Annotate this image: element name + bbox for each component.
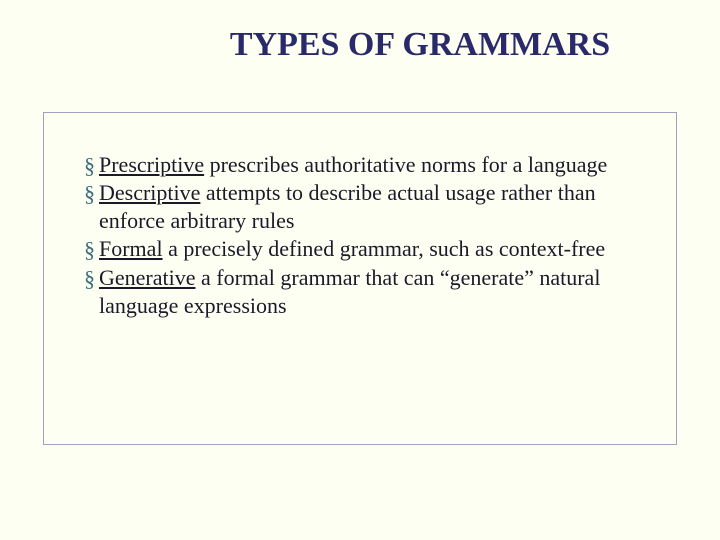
bullet-icon: §	[84, 266, 95, 291]
item-text: Prescriptive prescribes authoritative no…	[99, 151, 607, 179]
slide-title: TYPES OF GRAMMARS	[0, 26, 720, 64]
item-rest: a precisely defined grammar, such as con…	[163, 236, 606, 261]
bullet-icon: §	[84, 153, 95, 178]
item-term: Generative	[99, 265, 196, 290]
item-text: Descriptive attempts to describe actual …	[99, 179, 648, 235]
item-rest: prescribes authoritative norms for a lan…	[204, 152, 607, 177]
bullet-icon: §	[84, 237, 95, 262]
content-box: § Prescriptive prescribes authoritative …	[43, 112, 677, 445]
list-item: § Prescriptive prescribes authoritative …	[84, 151, 648, 179]
item-term: Prescriptive	[99, 152, 204, 177]
list-item: § Descriptive attempts to describe actua…	[84, 179, 648, 235]
item-text: Generative a formal grammar that can “ge…	[99, 264, 648, 320]
list-item: § Formal a precisely defined grammar, su…	[84, 235, 648, 263]
item-term: Formal	[99, 236, 163, 261]
item-term: Descriptive	[99, 180, 200, 205]
bullet-icon: §	[84, 181, 95, 206]
list-item: § Generative a formal grammar that can “…	[84, 264, 648, 320]
item-text: Formal a precisely defined grammar, such…	[99, 235, 605, 263]
